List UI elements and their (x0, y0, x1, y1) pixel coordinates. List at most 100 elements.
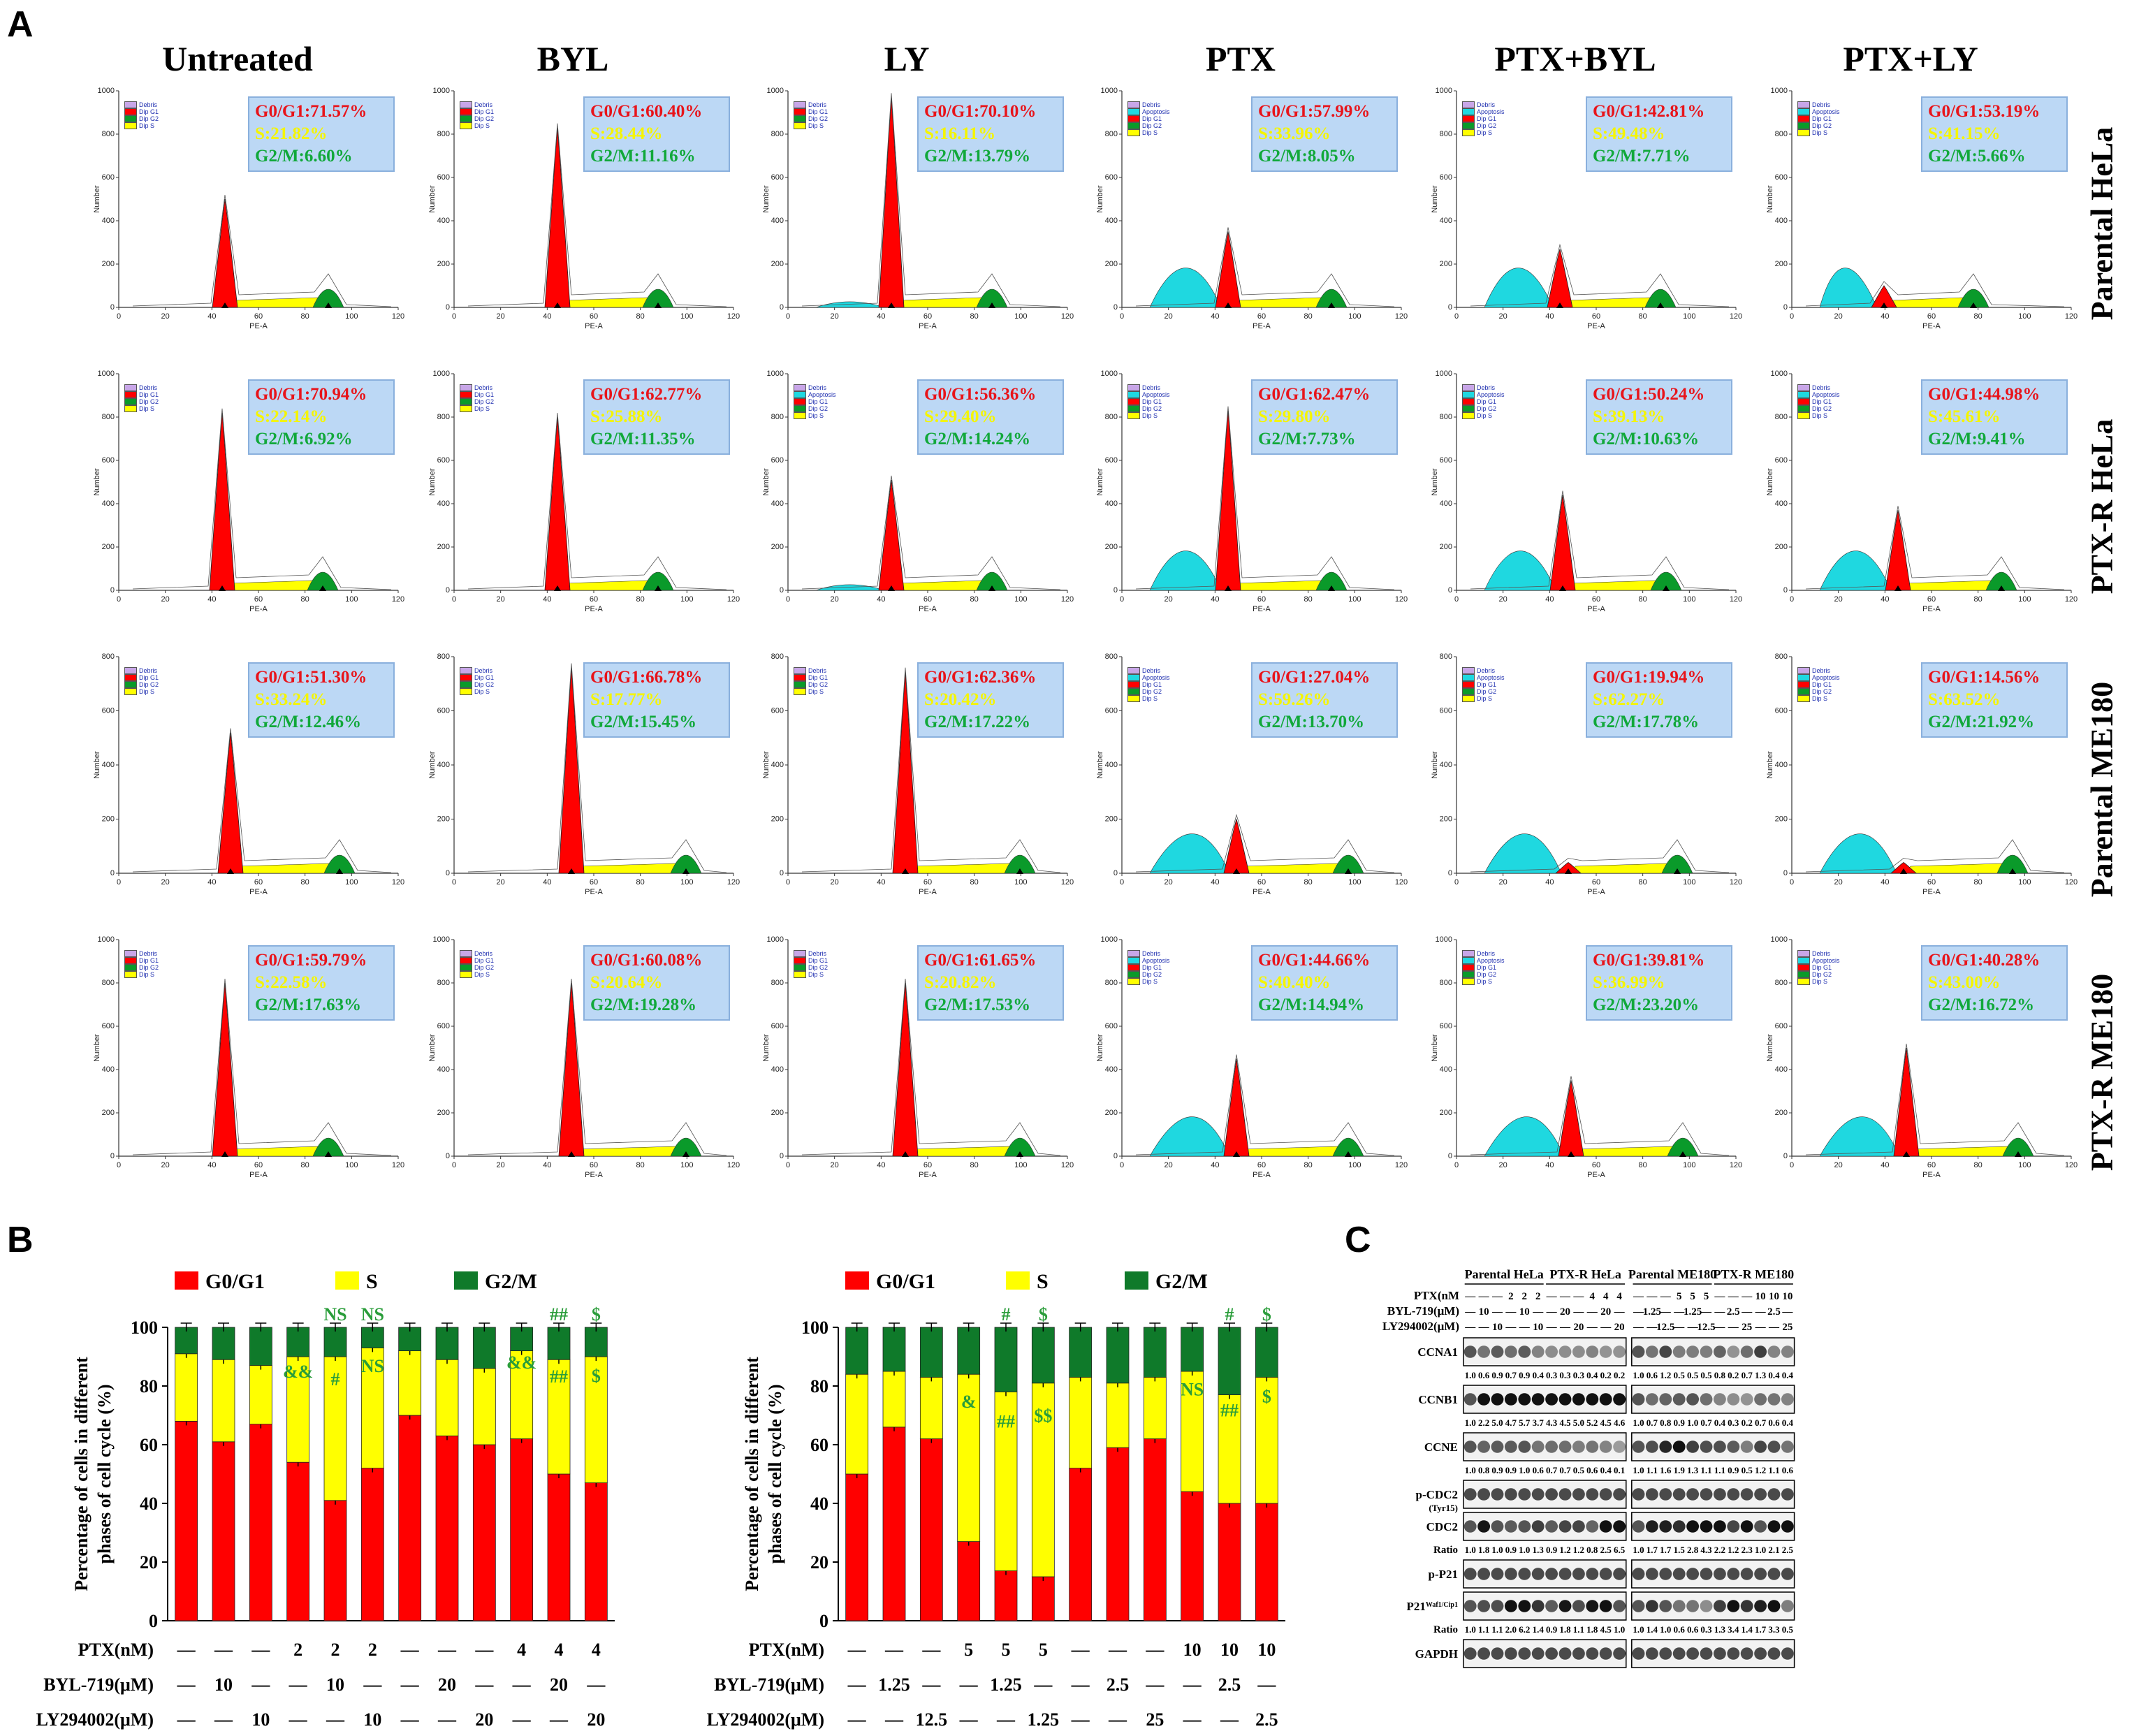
y-tick-label: 800 (1775, 130, 1788, 138)
y-tick-label: 400 (102, 217, 115, 225)
x-tick-label: 120 (392, 312, 404, 321)
legend-label: S (1037, 1270, 1049, 1293)
legend-text: Apoptosis (1477, 391, 1505, 398)
condition-value: 20 (1573, 1322, 1584, 1333)
ratio-value: 1.0 (1519, 1465, 1530, 1475)
g1-peak (892, 671, 919, 874)
y-tick-label: 800 (1105, 413, 1118, 421)
x-axis-title: PE-A (1922, 605, 1941, 613)
legend-text: Debris (139, 667, 158, 674)
ratio-value: 1.5 (1674, 1545, 1686, 1555)
row-title: PTX-R HeLa (2078, 353, 2126, 660)
ratio-value: 0.2 (1728, 1370, 1739, 1380)
legend-swatch (1797, 122, 1810, 129)
trace-line (467, 663, 727, 873)
ratio-value: 1.1 (1478, 1624, 1489, 1635)
x-tick-label: 120 (727, 878, 740, 887)
y-tick-label: 80 (140, 1376, 158, 1396)
x-tick-label: 20 (831, 312, 839, 321)
significance-mark-top: # (1002, 1304, 1011, 1325)
significance-mark-top: ## (550, 1304, 568, 1325)
y-tick-label: 0 (1783, 586, 1788, 595)
y-tick-label: 1000 (433, 935, 450, 944)
blot-band (1700, 1393, 1713, 1406)
x-axis-title: PE-A (1253, 322, 1271, 330)
legend-item: Dip S (1797, 129, 1840, 136)
blot-band (1477, 1600, 1491, 1612)
legend-swatch (1462, 950, 1475, 957)
y-tick-label: 0 (1114, 303, 1118, 312)
ptx-value: 4 (592, 1640, 601, 1660)
blot-band (1754, 1440, 1767, 1453)
blot-band (1531, 1440, 1545, 1453)
ptx-value: — (1108, 1640, 1127, 1660)
blot-band (1504, 1520, 1517, 1533)
g1-marker (1900, 868, 1907, 874)
legend-text: Apoptosis (1812, 674, 1840, 681)
x-tick-label: 80 (636, 595, 645, 604)
x-tick-label: 20 (1499, 595, 1507, 604)
g1-peak (1215, 410, 1241, 591)
g2-marker (1674, 868, 1681, 874)
legend-swatch (794, 681, 806, 688)
x-tick-label: 120 (1061, 312, 1074, 321)
y-tick-label: 800 (1105, 979, 1118, 987)
phase-stats-box: G0/G1:19.94% S:62.27% G2/M:17.78% (1586, 662, 1732, 738)
significance-mark: NS (361, 1356, 384, 1376)
ratio-value: 5.2 (1586, 1417, 1598, 1428)
g0g1-percent: G0/G1:40.28% (1928, 951, 2040, 970)
blot-band (1599, 1393, 1612, 1406)
legend-item: Dip S (1127, 695, 1170, 702)
y-tick-label: 200 (102, 1109, 115, 1117)
blot-band (1545, 1440, 1558, 1453)
y-tick-label: 200 (1775, 260, 1788, 268)
blot-band (1477, 1488, 1491, 1501)
legend-text: Dip G1 (1477, 681, 1497, 688)
legend-swatch (794, 122, 806, 129)
bar-segment (994, 1327, 1018, 1392)
legend-text: Dip G2 (474, 964, 495, 971)
x-tick-label: 40 (543, 312, 551, 321)
x-tick-label: 40 (207, 878, 216, 887)
y-tick-label: 400 (1775, 1065, 1788, 1074)
ratio-value: 0.9 (1519, 1370, 1531, 1380)
legend-swatch (1797, 384, 1810, 391)
significance-mark-top: # (1225, 1304, 1234, 1325)
g2m-percent: G2/M:7.73% (1258, 430, 1356, 448)
histogram-cell: 0 20 40 60 80 100 120 0 200 400 600 800 1000 PE-A Numb… (428, 367, 740, 613)
ratio-value: 1.8 (1478, 1545, 1490, 1555)
y-tick-label: 800 (1440, 413, 1452, 421)
blot-box (1463, 1639, 1627, 1668)
x-tick-label: 20 (1164, 878, 1173, 887)
column-title: LY (884, 39, 930, 78)
condition-label: BYL-719(μM) (1387, 1304, 1459, 1318)
blot-band (1740, 1600, 1753, 1612)
blot-label: CDC2 (1426, 1520, 1458, 1533)
bar-segment (286, 1327, 310, 1357)
trace-line (1135, 1054, 1395, 1156)
ratio-value: 0.5 (1742, 1465, 1753, 1475)
y-tick-label: 800 (771, 979, 784, 987)
histogram-cell: 0 20 40 60 80 100 120 0 200 400 600 800 PE-A Number (762, 650, 1074, 896)
condition-value: 20 (1614, 1322, 1625, 1333)
legend-text: Debris (474, 667, 493, 674)
g2-marker (1016, 1151, 1023, 1157)
apoptosis-area (1484, 1116, 1565, 1157)
blot-band (1518, 1520, 1531, 1533)
blot-band (1632, 1393, 1645, 1406)
x-axis-title: PE-A (1253, 888, 1271, 896)
legend-swatch (460, 674, 472, 681)
blot-band (1504, 1600, 1517, 1612)
legend-item: Dip G1 (124, 108, 159, 115)
legend-item: Debris (1462, 667, 1505, 674)
g2m-percent: G2/M:6.92% (255, 430, 353, 448)
phase-stats-box: G0/G1:62.36% S:20.42% G2/M:17.22% (917, 662, 1064, 738)
trace-line (467, 978, 727, 1156)
bar-segment (1069, 1468, 1093, 1621)
x-tick-label: 20 (1164, 312, 1173, 321)
legend-item: Dip G1 (1797, 115, 1840, 122)
blot-box (1631, 1385, 1795, 1414)
y-tick-label: 400 (1105, 499, 1118, 508)
g2-peak (312, 289, 344, 308)
